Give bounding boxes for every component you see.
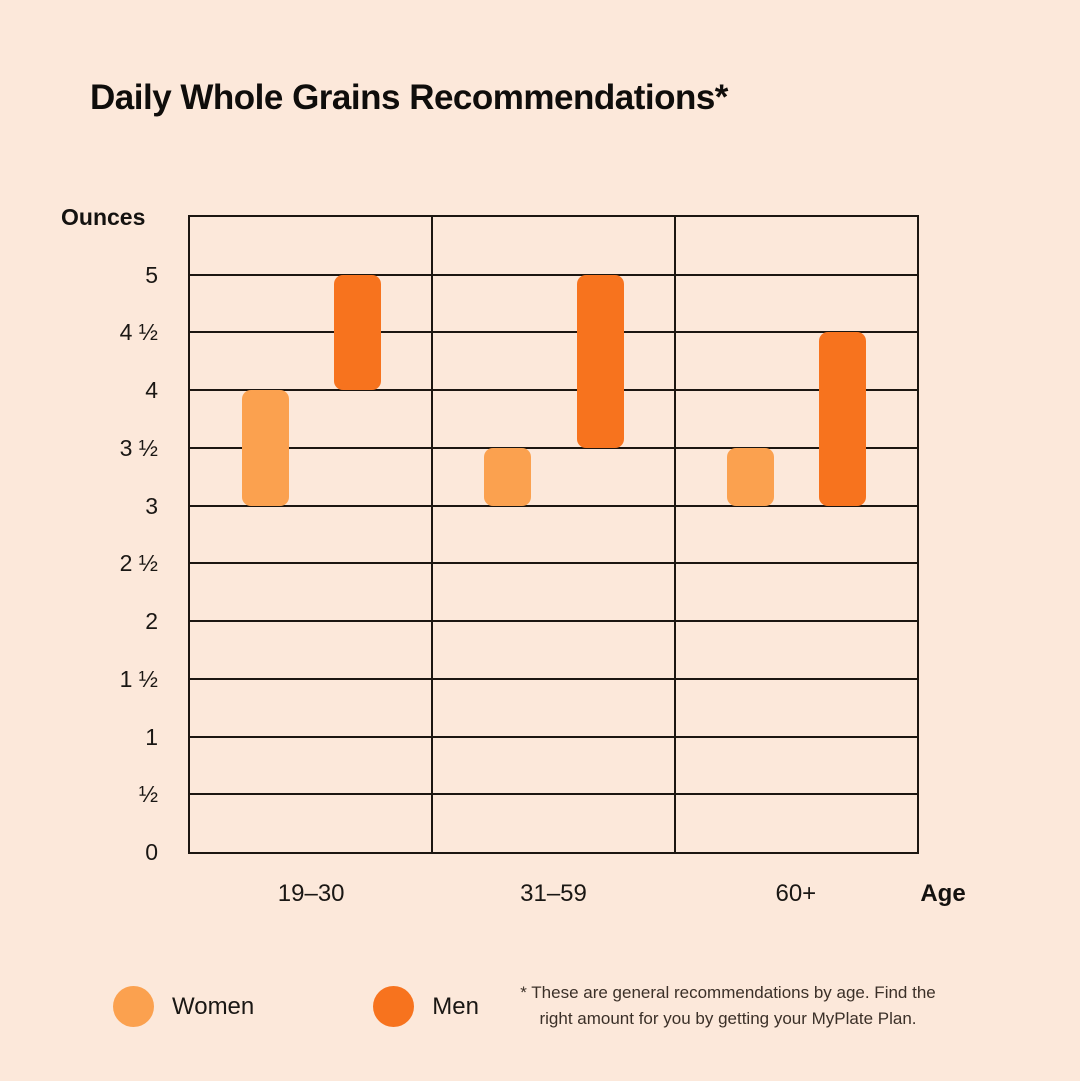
y-tick-label: 5 [145,261,158,288]
gridline [190,793,917,796]
y-tick-label: 1 [145,723,158,750]
gridline [190,273,917,276]
x-category-label: 31–59 [520,880,587,907]
bar-women-group-1 [484,447,532,506]
x-category-label: 60+ [775,880,817,907]
y-tick-label: 3 [145,492,158,519]
men-color-dot-icon [373,986,415,1027]
gridline [190,331,917,334]
gridline [190,446,917,449]
gridline [190,389,917,392]
category-divider [673,217,676,852]
bar-women-group-2 [726,447,774,506]
gridline [190,620,917,623]
y-tick-label: 4 [145,377,158,404]
gridline [190,562,917,565]
footnote: * These are general recommendations by a… [500,980,956,1032]
footnote-line-2: right amount for you by getting your MyP… [539,1009,917,1028]
legend: Women Men [113,986,479,1027]
y-tick-label: 0 [145,839,158,865]
legend-item-women: Women [113,986,254,1027]
legend-label-women: Women [172,992,255,1020]
gridline [190,504,917,507]
bar-men-group-1 [576,274,624,448]
gridline [190,735,917,738]
y-tick-label: ½ [138,781,158,808]
women-color-dot-icon [113,986,154,1027]
y-tick-label: 2 [145,608,158,635]
gridline [190,677,917,680]
y-axis-title: Ounces [61,204,146,230]
chart-title: Daily Whole Grains Recommendations* [90,78,728,117]
y-tick-label: 1 ½ [119,665,158,692]
y-tick-label: 2 ½ [119,550,158,577]
plot-area [188,215,919,854]
x-axis-title: Age [920,880,966,907]
bar-men-group-2 [819,332,867,506]
y-tick-label: 3 ½ [119,434,158,461]
bar-women-group-0 [242,390,290,506]
bar-men-group-0 [334,274,382,391]
category-divider [431,217,434,852]
x-category-label: 19–30 [277,880,345,907]
legend-item-men: Men [373,986,479,1027]
footnote-line-1: * These are general recommendations by a… [520,983,936,1002]
legend-label-men: Men [432,992,479,1020]
y-tick-label: 4 ½ [119,319,158,346]
